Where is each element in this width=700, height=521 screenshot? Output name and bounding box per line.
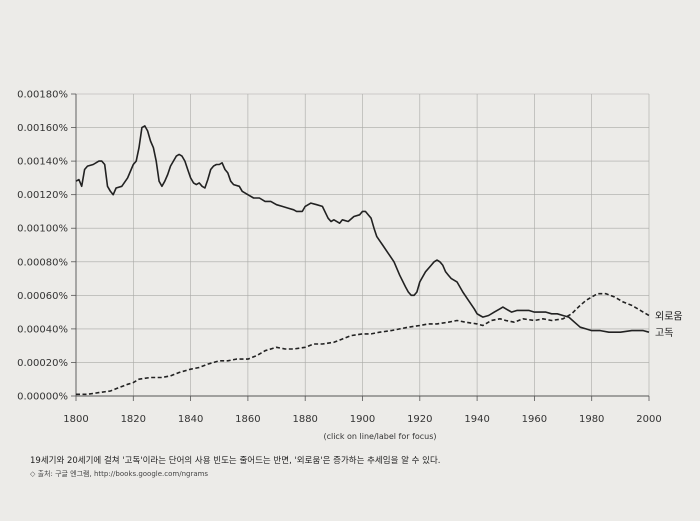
x-tick-label: 1860: [235, 414, 260, 425]
x-tick-label: 1880: [292, 414, 317, 425]
x-tick-label: 1960: [522, 414, 547, 425]
figure-source: ◇ 출처: 구글 엔그램, http://books.google.com/ng…: [30, 470, 209, 478]
y-tick-label: 0.00060%: [17, 291, 68, 302]
y-tick-label: 0.00120%: [17, 190, 68, 201]
x-tick-label: 1940: [464, 414, 489, 425]
x-tick-label: 1800: [63, 414, 88, 425]
x-tick-label: 2000: [636, 414, 661, 425]
y-tick-label: 0.00080%: [17, 257, 68, 268]
y-tick-label: 0.00160%: [17, 123, 68, 134]
series-line-2: [76, 292, 650, 396]
series-lines: [75, 125, 650, 396]
x-tick-label: 1900: [350, 414, 375, 425]
x-tick-label: 1820: [121, 414, 146, 425]
x-tick-label: 1920: [407, 414, 432, 425]
y-tick-label: 0.00020%: [17, 358, 68, 369]
series-labels: 고독 외로움: [655, 310, 683, 339]
figure-caption: 19세기와 20세기에 걸쳐 '고독'이라는 단어의 사용 빈도는 줄어드는 반…: [30, 456, 441, 466]
series-label-2: 외로움: [655, 310, 683, 322]
x-tick-label: 1840: [178, 414, 203, 425]
y-tick-label: 0.00000%: [17, 392, 68, 403]
x-axis-note: (click on line/label for focus): [323, 432, 436, 441]
y-tick-label: 0.00180%: [17, 90, 68, 101]
y-tick-label: 0.00040%: [17, 324, 68, 335]
y-tick-label: 0.00140%: [17, 157, 68, 168]
series-label-1: 고독: [655, 327, 673, 339]
grid: [75, 93, 650, 397]
series-line-1: [75, 125, 650, 333]
x-tick-label: 1980: [579, 414, 604, 425]
axes: 0.00000% 0.00020% 0.00040% 0.00060% 0.00080%…: [17, 90, 662, 426]
y-tick-label: 0.00100%: [17, 224, 68, 235]
